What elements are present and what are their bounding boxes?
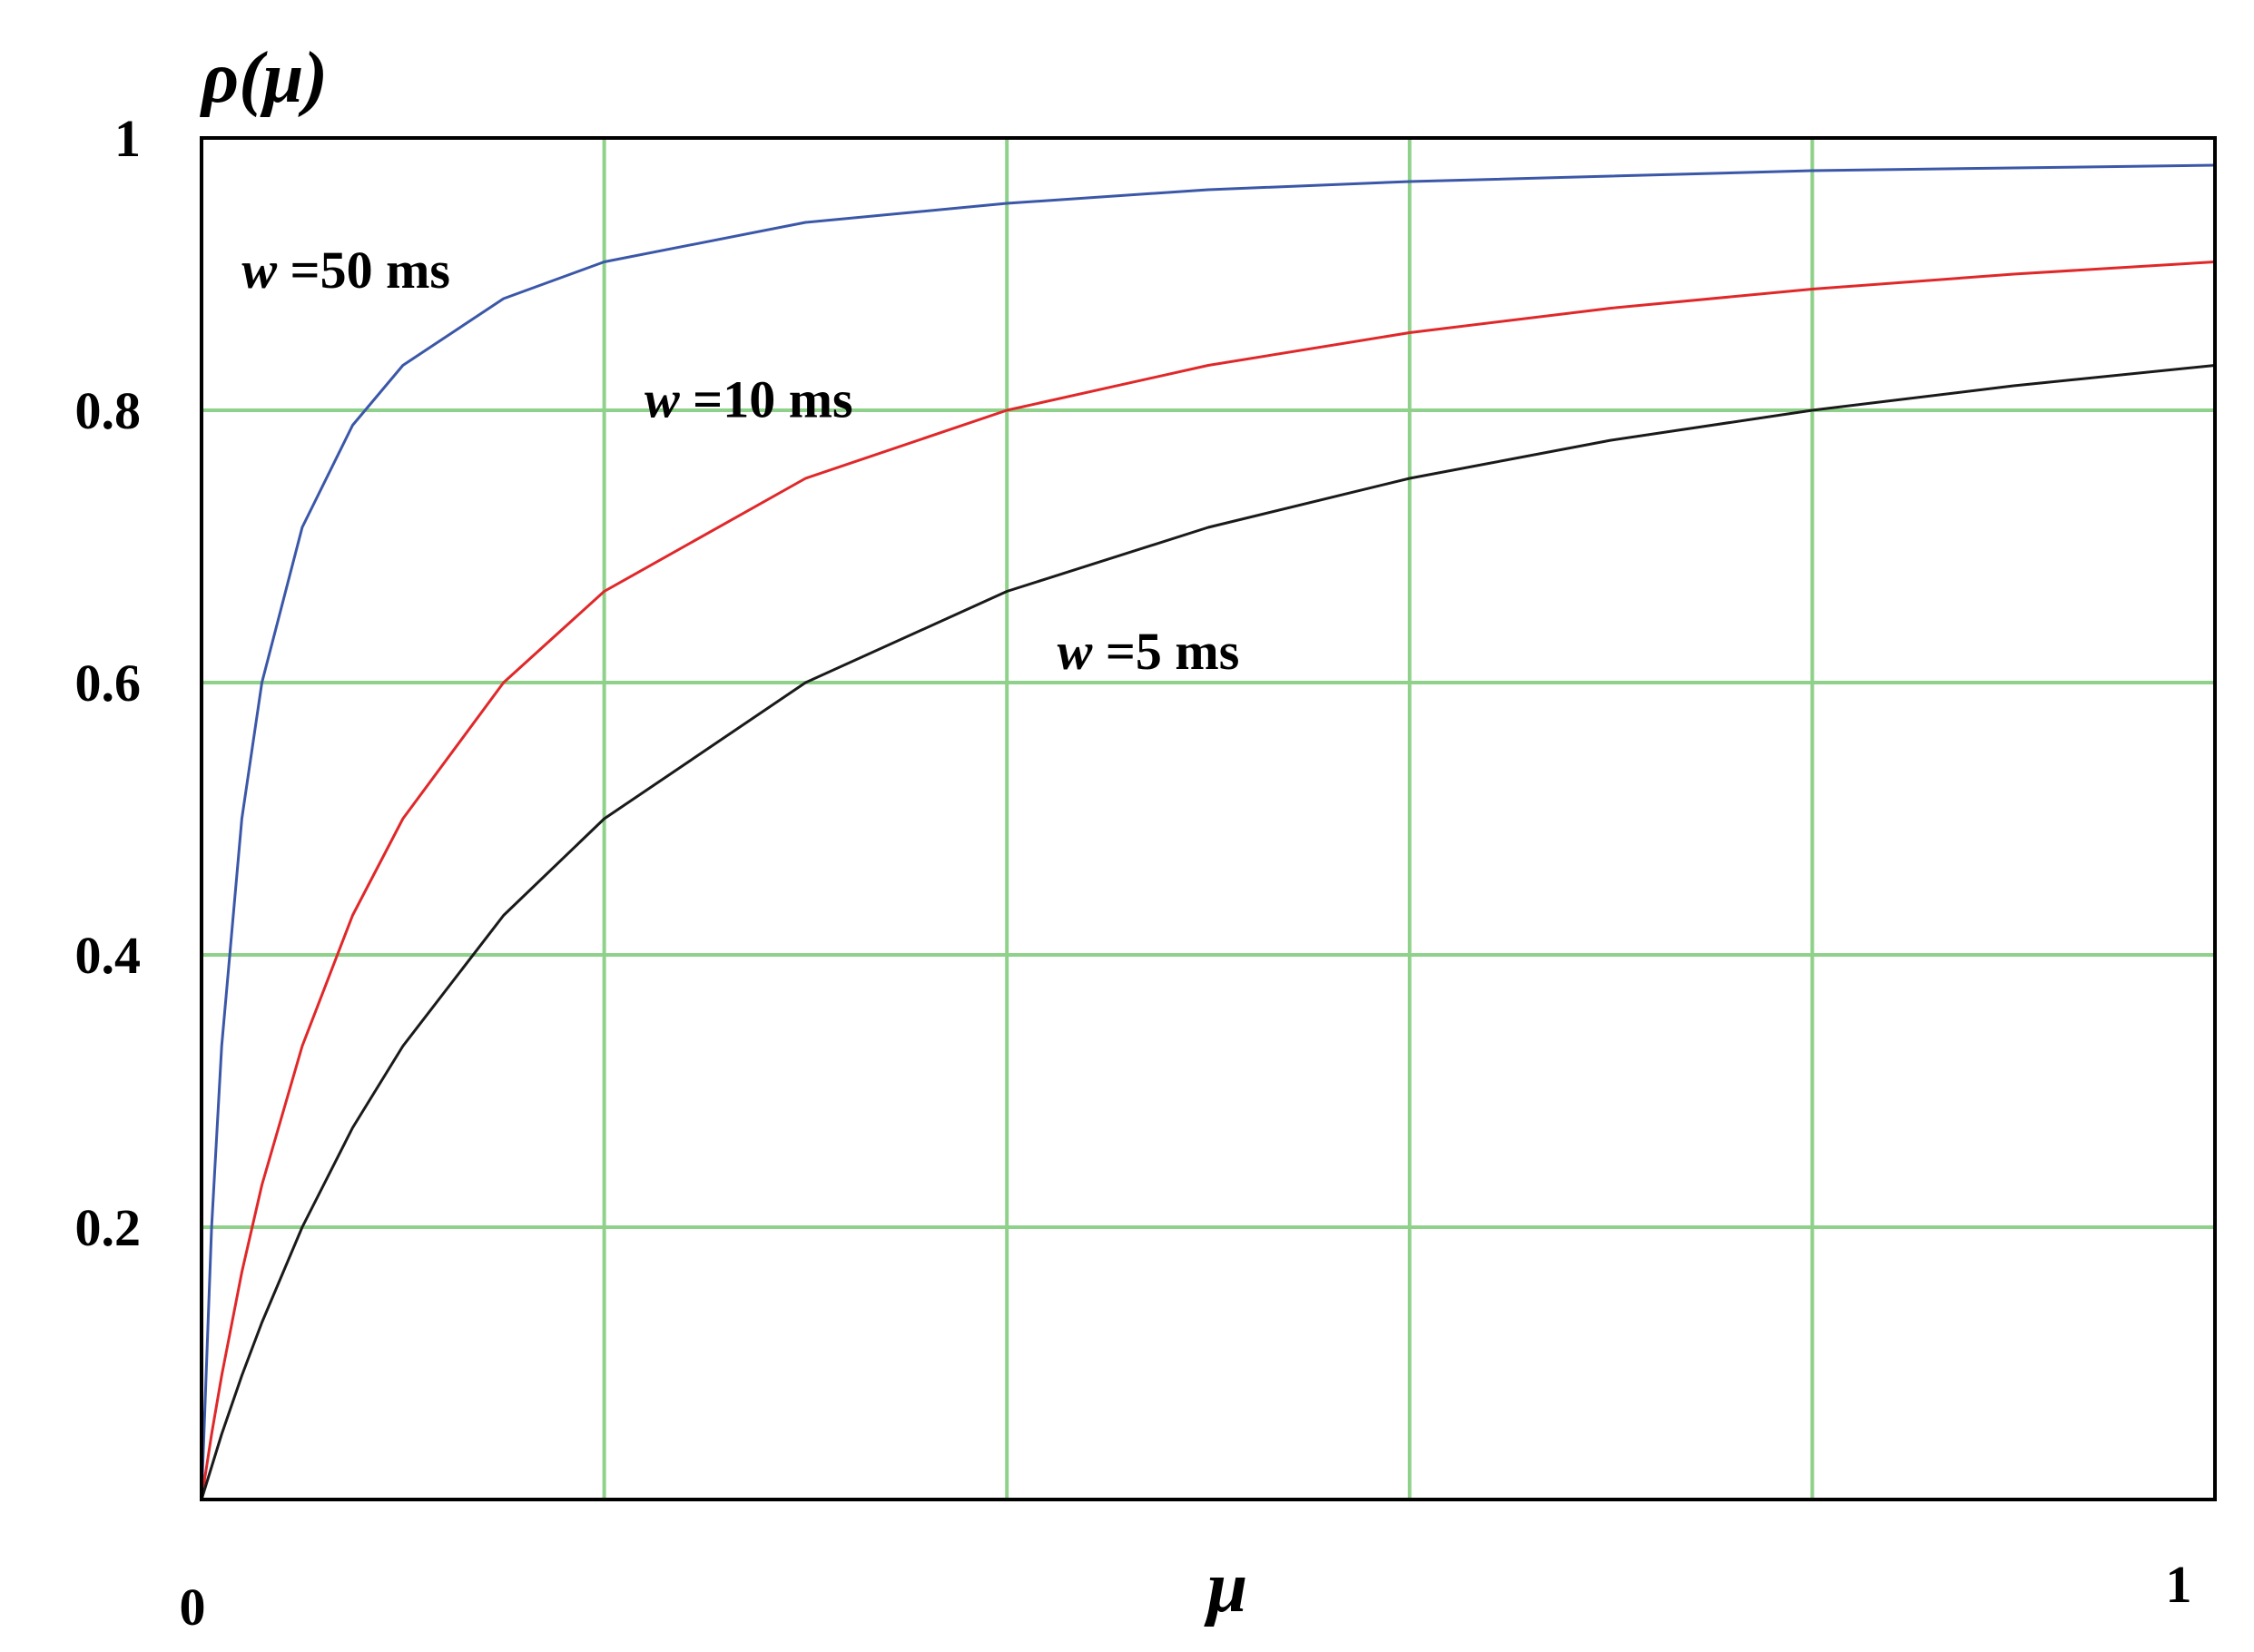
y-tick-labels: 0.2 0.4 0.6 0.8 1	[75, 109, 142, 1257]
series-line-2	[200, 364, 2216, 1500]
series-labels: w =50 ms w =10 ms w =5 ms	[241, 241, 1239, 681]
grid	[202, 136, 2215, 1500]
y-axis-label: ρ(μ)	[200, 38, 328, 118]
series-line-0	[200, 163, 2216, 1500]
y-tick-label-2: 0.6	[75, 654, 142, 713]
series-line-1	[200, 261, 2216, 1500]
series-lines	[200, 163, 2216, 1500]
y-tick-label-4: 1	[114, 109, 141, 168]
series-label-2: w =5 ms	[1058, 622, 1240, 681]
series-label-1: w =10 ms	[645, 370, 853, 429]
x-tick-label-1: 1	[2166, 1555, 2192, 1614]
y-tick-label-1: 0.4	[75, 926, 142, 985]
x-tick-label-0: 0	[180, 1578, 206, 1637]
series-label-0: w =50 ms	[241, 241, 450, 300]
y-tick-label-0: 0.2	[75, 1198, 142, 1257]
x-axis-label: μ	[1204, 1548, 1248, 1627]
y-tick-label-3: 0.8	[75, 381, 142, 440]
plot-frame	[200, 136, 2217, 1501]
